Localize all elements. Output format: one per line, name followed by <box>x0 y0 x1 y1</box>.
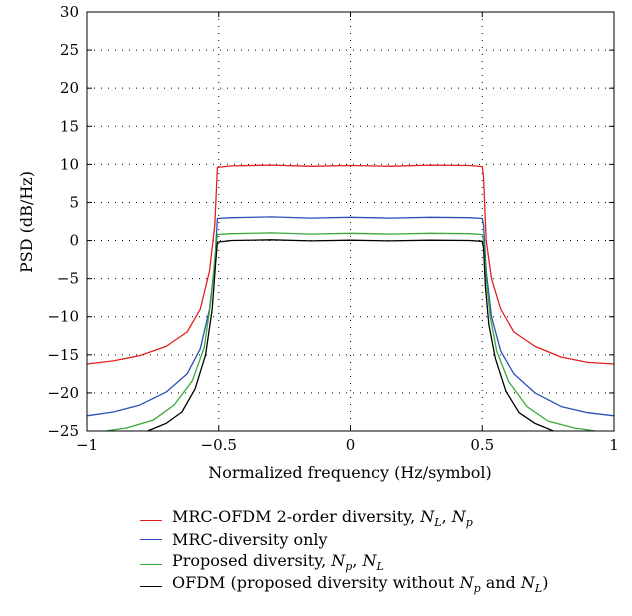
legend-item-mrc-only: MRC-diversity only <box>140 528 548 550</box>
plot-frame <box>86 11 615 432</box>
y-tick-label: −15 <box>47 346 79 364</box>
legend-item-ofdm: OFDM (proposed diversity without Np and … <box>140 572 548 595</box>
legend-label: OFDM (proposed diversity without Np and … <box>172 573 549 596</box>
psd-chart: 30 25 20 15 10 5 0 −5 −10 −15 −20 −25−1 −0.5 0 0.5 1 No… <box>17 3 619 482</box>
y-tick-label: 15 <box>60 117 79 135</box>
y-tick-label: −25 <box>47 422 79 440</box>
legend-item-proposed: Proposed diversity, Np, NL <box>140 550 548 573</box>
x-tick-label: 0.5 <box>470 436 494 454</box>
legend-swatch-green <box>140 563 162 565</box>
series-line-1 <box>87 216 614 417</box>
legend-label: MRC-diversity only <box>172 529 328 549</box>
series-lines <box>87 164 614 431</box>
legend-label: Proposed diversity, Np, NL <box>172 551 384 574</box>
x-tick-label: 0 <box>346 436 356 454</box>
y-tick-label: 20 <box>60 79 79 97</box>
x-tick-label: −0.5 <box>201 436 237 454</box>
series-line-2 <box>105 232 596 431</box>
y-axis-label: PSD (dB/Hz) <box>17 171 36 273</box>
y-tick-label: −10 <box>47 308 79 326</box>
y-tick-label: 25 <box>60 41 79 59</box>
series-line-3 <box>147 239 554 431</box>
y-tick-label: 30 <box>60 3 79 21</box>
legend-item-mrc-ofdm: MRC-OFDM 2-order diversity, NL, Np <box>140 506 548 529</box>
x-tick-label: −1 <box>76 436 98 454</box>
y-tick-label: −20 <box>47 384 79 402</box>
y-tick-label: 0 <box>69 232 79 250</box>
y-tick-label: −5 <box>57 270 79 288</box>
grid-lines <box>87 12 614 431</box>
series-line-0 <box>87 164 614 365</box>
x-axis-label: Normalized frequency (Hz/symbol) <box>208 463 492 482</box>
legend-swatch-blue <box>140 539 162 540</box>
y-tick-label: 5 <box>69 193 79 211</box>
legend-swatch-red <box>140 519 162 521</box>
axis-ticks: 30 25 20 15 10 5 0 −5 −10 −15 −20 −25−1 −0.5 0 0.5 1 <box>47 3 618 454</box>
legend: MRC-OFDM 2-order diversity, NL, Np MRC-d… <box>140 506 548 595</box>
x-tick-label: 1 <box>609 436 619 454</box>
legend-swatch-black <box>140 585 162 587</box>
legend-label: MRC-OFDM 2-order diversity, NL, Np <box>172 507 473 530</box>
y-tick-label: 10 <box>60 155 79 173</box>
